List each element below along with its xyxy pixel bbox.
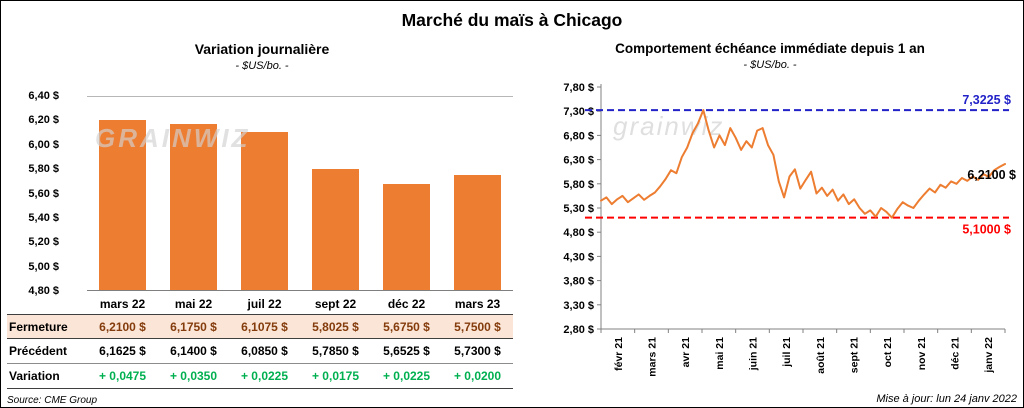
table-cell: 6,2100 $ <box>99 319 146 334</box>
x-tick-label: févr 21 <box>613 337 625 371</box>
bar-slot <box>371 97 442 290</box>
table-cell: 5,6525 $ <box>383 344 430 358</box>
bar <box>312 169 359 290</box>
bar-chart: 6,40 $ 6,20 $ 6,00 $ 5,80 $ 5,60 $ 5,40 $ 5,20… <box>7 90 517 297</box>
price-table: Fermeture 6,2100 $ 6,1750 $ 6,1075 $ 5,8025 … <box>7 314 513 389</box>
x-tick-label: oct 21 <box>882 337 894 368</box>
y-tick-label: 3,80 $ <box>563 276 594 288</box>
y-tick-label: 5,30 $ <box>563 203 594 215</box>
bar-category-label: sept 22 <box>314 297 357 311</box>
bar-slot <box>300 97 371 290</box>
bar-category-label: juil 22 <box>247 297 282 311</box>
row-label: Fermeture <box>9 319 68 334</box>
table-cell: 5,7500 $ <box>454 319 501 334</box>
table-cell: 6,1625 $ <box>99 344 146 358</box>
y-tick-label: 3,30 $ <box>563 300 594 312</box>
source-note: Source: CME Group <box>7 395 98 406</box>
daily-variation-panel: Variation journalière - $US/bo. - 6,40 $… <box>7 41 517 406</box>
x-tick-label: nov 21 <box>916 337 928 370</box>
right-chart-title: Comportement échéance immédiate depuis 1… <box>615 41 925 56</box>
bar-y-tick-label: 4,80 $ <box>28 285 59 297</box>
table-cell: 6,0850 $ <box>241 344 288 358</box>
x-tick-label: juil 21 <box>781 337 793 368</box>
y-tick-label: 6,80 $ <box>563 130 594 142</box>
table-cell: + 0,0200 <box>453 369 502 383</box>
bar-y-tick-label: 6,00 $ <box>28 138 59 151</box>
bar-y-tick-label: 5,20 $ <box>28 236 59 249</box>
y-tick-label: 4,80 $ <box>563 227 594 239</box>
y-tick-label: 7,80 $ <box>563 82 594 94</box>
table-cell: + 0,0175 <box>311 369 360 383</box>
bar-slot <box>87 97 158 290</box>
x-tick-label: mars 21 <box>647 337 659 377</box>
y-tick-label: 5,80 $ <box>563 179 594 191</box>
left-chart-subtitle: - $US/bo. - <box>235 60 289 72</box>
right-chart-subtitle: - $US/bo. - <box>743 59 797 71</box>
min-value-label: 5,1000 $ <box>962 223 1011 237</box>
table-cell: 6,1750 $ <box>170 319 217 334</box>
table-cell: + 0,0475 <box>98 369 147 383</box>
x-tick-label: déc 21 <box>950 337 962 370</box>
page-title: Marché du maïs à Chicago <box>401 10 623 30</box>
table-cell: 5,7300 $ <box>454 344 501 358</box>
row-label: Variation <box>9 369 60 383</box>
table-row-fermeture: Fermeture 6,2100 $ 6,1750 $ 6,1075 $ 5,8025 … <box>7 314 513 339</box>
y-tick-label: 7,30 $ <box>563 106 594 118</box>
price-line-series <box>600 109 1006 219</box>
bar <box>383 184 430 290</box>
update-note: Mise à jour: lun 24 janv 2022 <box>876 393 1017 405</box>
bar-y-tick-label: 5,80 $ <box>28 163 59 176</box>
max-value-label: 7,3225 $ <box>962 93 1011 107</box>
x-tick-label: sept 21 <box>849 337 861 373</box>
bar-category-label: mars 23 <box>454 297 501 311</box>
x-tick-label: août 21 <box>815 337 827 374</box>
bar-y-axis: 6,40 $ 6,20 $ 6,00 $ 5,80 $ 5,60 $ 5,40 $ 5,20… <box>7 90 69 297</box>
yearly-trend-panel: Comportement échéance immédiate depuis 1… <box>521 41 1019 405</box>
table-row-precedent: Précédent 6,1625 $ 6,1400 $ 6,0850 $ 5,7850 … <box>7 339 513 364</box>
bar-y-tick-label: 5,00 $ <box>28 260 59 273</box>
table-row-variation: Variation + 0,0475 + 0,0350 + 0,0225 + 0,017… <box>7 364 513 389</box>
current-value-label: 6,2100 $ <box>967 168 1016 182</box>
table-cell: 5,7850 $ <box>312 344 359 358</box>
bar-category-label: déc 22 <box>387 297 426 311</box>
row-label: Précédent <box>9 344 68 358</box>
line-chart: grainwiz 7,80 $7,30 $6,80 $6,30 $5,80 $5,… <box>521 77 1019 399</box>
bar-slot <box>442 97 513 290</box>
bar-y-tick-label: 5,40 $ <box>28 211 59 224</box>
bar <box>170 124 217 290</box>
x-tick-label: janv 22 <box>983 337 995 374</box>
x-tick-label: juin 21 <box>748 337 760 371</box>
bar-category-label: mars 22 <box>99 297 146 311</box>
bar-y-tick-label: 6,40 $ <box>28 90 59 102</box>
x-tick-label: mai 21 <box>714 337 726 370</box>
table-cell: 6,1075 $ <box>241 319 288 334</box>
bar-slot <box>229 97 300 290</box>
bar <box>241 132 288 290</box>
table-cell: 6,1400 $ <box>170 344 217 358</box>
bar-x-axis: mars 22 mai 22 juil 22 sept 22 déc 22 mars 23 <box>7 294 513 314</box>
table-cell: 5,6750 $ <box>383 319 430 334</box>
table-cell: + 0,0350 <box>169 369 218 383</box>
y-tick-label: 2,80 $ <box>563 324 594 336</box>
x-tick-label: avr 21 <box>680 337 692 368</box>
table-cell: 5,8025 $ <box>312 319 359 334</box>
bar-category-label: mai 22 <box>174 297 213 311</box>
bar-slot <box>158 97 229 290</box>
bar-y-tick-label: 5,60 $ <box>28 187 59 200</box>
left-chart-title: Variation journalière <box>194 41 330 57</box>
bar <box>99 119 146 290</box>
bar-plot-area: GRAINWIZ <box>87 96 513 291</box>
y-tick-label: 4,30 $ <box>563 251 594 263</box>
y-tick-label: 6,30 $ <box>563 155 594 167</box>
bar <box>454 175 501 290</box>
table-cell: + 0,0225 <box>240 369 289 383</box>
table-cell: + 0,0225 <box>382 369 431 383</box>
bar-y-tick-label: 6,20 $ <box>28 114 59 127</box>
